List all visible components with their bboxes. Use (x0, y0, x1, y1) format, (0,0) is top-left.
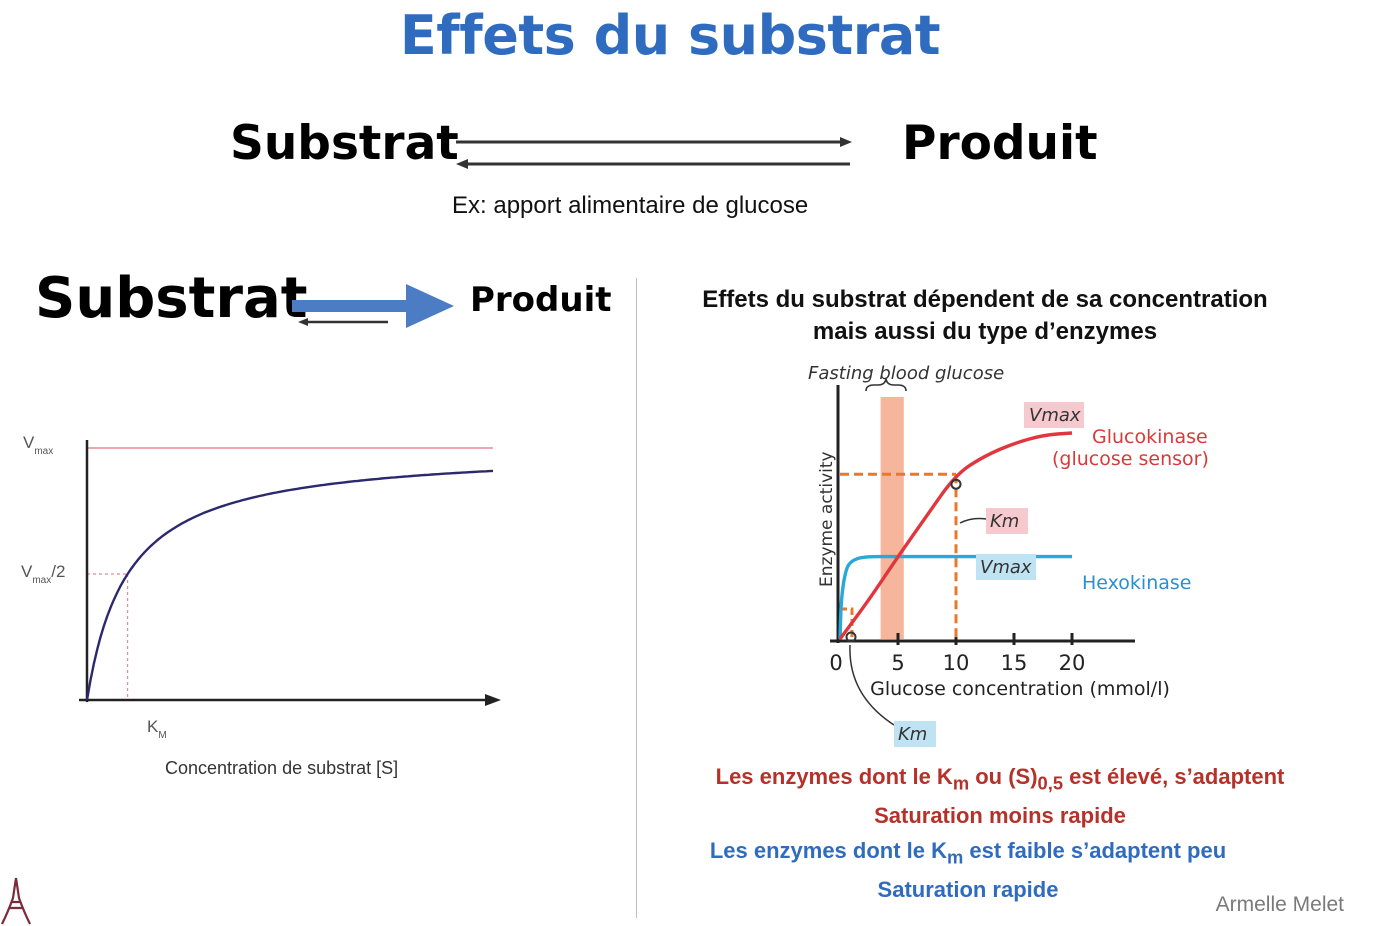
eiffel-tower-logo-icon (1, 877, 31, 925)
equilibrium-arrows-icon (456, 137, 852, 169)
author-credit: Armelle Melet (1215, 893, 1344, 916)
gk-x-tick-label: 10 (943, 651, 970, 675)
conclusion-low-km-line1: Les enzymes dont le Km est faible s’adap… (709, 838, 1227, 868)
conclusion-high-km-line2: Saturation moins rapide (874, 803, 1126, 829)
fasting-band-label: Fasting blood glucose (808, 363, 1004, 384)
equilibrium-product-label: Produit (902, 116, 1098, 171)
conclusion-low-km-line2: Saturation rapide (877, 877, 1059, 903)
gk-km-label: Km (990, 511, 1019, 532)
right-panel-title: Effets du substrat dépendent de sa conce… (650, 284, 1320, 348)
glucokinase-series-label: Glucokinase (1092, 426, 1208, 448)
right-panel-title-line1: Effets du substrat dépendent de sa conce… (702, 286, 1268, 313)
gk-x-ticks: 0 5 10 15 20 (829, 633, 1085, 675)
hexokinase-series-label: Hexokinase (1082, 572, 1191, 594)
example-text: Ex: apport alimentaire de glucose (452, 192, 809, 219)
hk-km-dashed-guide (840, 607, 854, 637)
half-vmax-tick-label: Vmax/2 (21, 562, 65, 586)
km-tick-label: KM (147, 717, 167, 741)
equilibrium-substrate-label: Substrat (230, 116, 459, 171)
gk-x-tick-label: 15 (1001, 651, 1028, 675)
michaelis-menten-curve (85, 469, 494, 701)
gk-x-tick-label: 5 (891, 651, 904, 675)
conclusion-high-km: Les enzymes dont le Km ou (S)0,5 est éle… (650, 760, 1350, 832)
michaelis-menten-chart: Vmax Vmax/2 KM Concentration de substrat… (21, 433, 501, 778)
gk-x-axis-label: Glucose concentration (mmol/l) (870, 678, 1170, 700)
fasting-glucose-band (880, 397, 904, 639)
x-axis-arrow-icon (485, 694, 501, 706)
panel-divider (636, 278, 637, 918)
shifted-substrate-label: Substrat (35, 266, 308, 331)
conclusion-high-km-line1: Les enzymes dont le Km ou (S)0,5 est éle… (715, 764, 1285, 794)
shifted-product-label: Produit (470, 280, 612, 320)
slide-title: Effets du substrat (399, 4, 941, 67)
gk-vmax-label: Vmax (1029, 405, 1081, 426)
gk-x-tick-label: 0 (829, 651, 842, 675)
glucokinase-series-sublabel: (glucose sensor) (1052, 448, 1209, 470)
glucokinase-hexokinase-chart: Fasting blood glucose Enzyme activity 0 5… (808, 363, 1209, 747)
vmax-tick-label: Vmax (23, 433, 53, 457)
conclusion-low-km: Les enzymes dont le Km est faible s’adap… (618, 834, 1318, 906)
glucokinase-curve (838, 431, 1073, 641)
forward-arrow-icon (292, 284, 454, 328)
fasting-band-brace (865, 378, 907, 392)
hk-km-point (845, 631, 857, 643)
mm-x-axis-label: Concentration de substrat [S] (165, 758, 398, 778)
hk-vmax-label: Vmax (980, 557, 1032, 578)
gk-y-axis-label: Enzyme activity (817, 451, 837, 587)
gk-x-tick-label: 20 (1059, 651, 1086, 675)
right-panel-title-line2: mais aussi du type d’enzymes (812, 318, 1158, 345)
gk-km-point (950, 478, 962, 490)
hk-km-label: Km (898, 724, 927, 745)
gk-km-leader-line (959, 517, 987, 524)
hexokinase-curve (838, 554, 1072, 640)
hk-km-leader-line (849, 644, 895, 726)
